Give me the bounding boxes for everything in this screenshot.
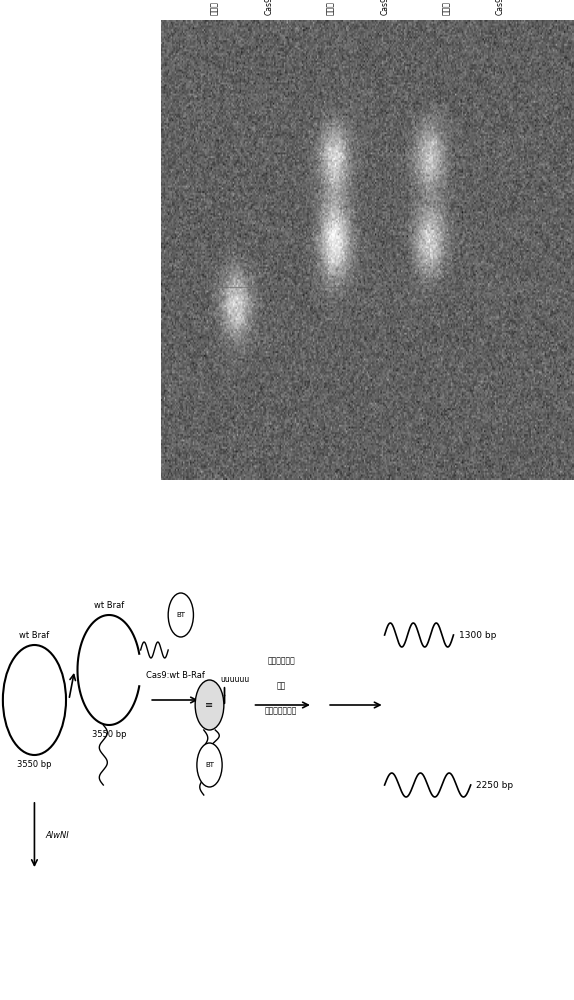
Text: 3550 bp: 3550 bp: [92, 730, 126, 739]
Text: 2250 bp: 2250 bp: [476, 780, 514, 790]
Text: 使用蛋白酶洗脱: 使用蛋白酶洗脱: [265, 706, 297, 715]
Text: Cas9下拉珠洗脱: Cas9下拉珠洗脱: [264, 0, 273, 15]
Circle shape: [197, 743, 222, 787]
Text: 上清液: 上清液: [210, 1, 219, 15]
Circle shape: [195, 680, 224, 730]
Text: 3550 bp: 3550 bp: [17, 760, 52, 769]
Text: 链霉素合成珠: 链霉素合成珠: [267, 656, 295, 665]
Text: BT: BT: [205, 762, 214, 768]
Text: Cas9:wt B-Raf: Cas9:wt B-Raf: [146, 671, 204, 680]
Text: Cas9下拉珠洗脱: Cas9下拉珠洗脱: [380, 0, 389, 15]
Text: 上清液: 上清液: [326, 1, 335, 15]
Text: uuuuuu: uuuuuu: [221, 676, 250, 684]
Text: ≡: ≡: [205, 700, 214, 710]
Circle shape: [168, 593, 193, 637]
Text: AlwNI: AlwNI: [46, 830, 69, 840]
Text: 1300 bp: 1300 bp: [459, 631, 497, 640]
Text: 清洗: 清洗: [277, 681, 286, 690]
Text: wt Braf: wt Braf: [20, 631, 49, 640]
Text: wt Braf: wt Braf: [94, 601, 124, 610]
Text: Cas9下拉珠洗脱: Cas9下拉珠洗脱: [495, 0, 505, 15]
Text: 上清液: 上清液: [442, 1, 451, 15]
Text: BT: BT: [176, 612, 185, 618]
